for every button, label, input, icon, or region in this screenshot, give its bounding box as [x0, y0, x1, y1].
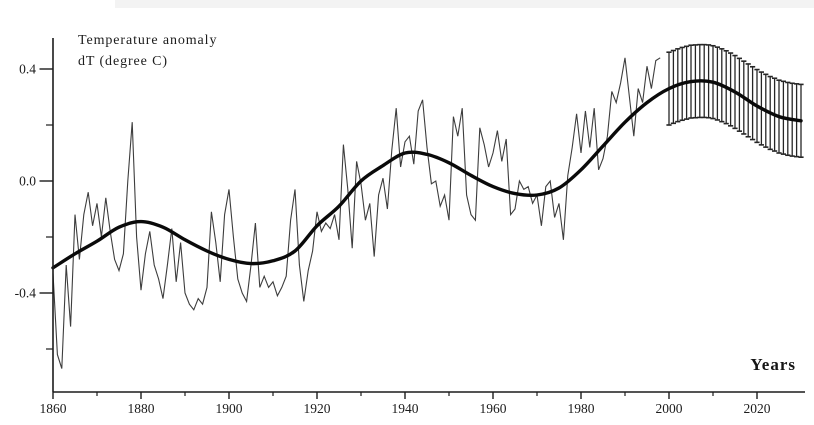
smoothed-trend-line	[51, 79, 803, 270]
x-tick-label: 1960	[480, 401, 507, 416]
x-tick-label: 1880	[128, 401, 155, 416]
scan-artifact-band	[115, 0, 814, 8]
x-tick-label: 1920	[304, 401, 331, 416]
chart-title: Temperature anomaly dT (degree C)	[78, 30, 217, 72]
x-tick-label: 1980	[568, 401, 595, 416]
x-tick-label: 1860	[40, 401, 67, 416]
y-tick-label: 0.0	[19, 174, 36, 189]
x-tick-label: 1900	[216, 401, 243, 416]
chart-title-line2: dT (degree C)	[78, 54, 168, 69]
chart-title-line1: Temperature anomaly	[78, 33, 218, 48]
x-axis-title: Years	[750, 355, 796, 374]
annual-anomaly-line	[52, 57, 661, 369]
x-tick-label: 2020	[744, 401, 771, 416]
y-tick-label: -0.4	[15, 286, 37, 301]
y-tick-label: 0.4	[19, 62, 36, 77]
x-tick-label: 2000	[656, 401, 683, 416]
x-tick-label: 1940	[392, 401, 419, 416]
